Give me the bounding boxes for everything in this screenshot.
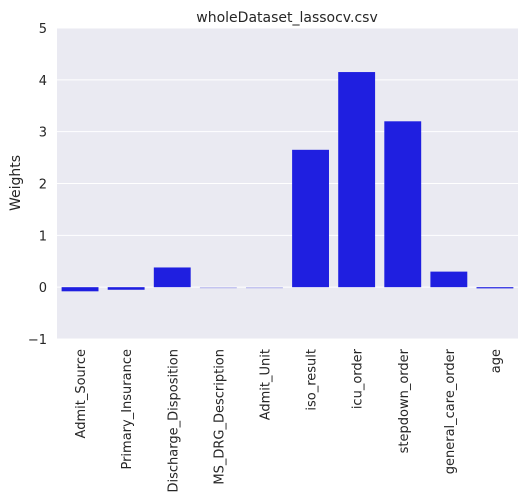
bar-admit-unit [246,287,283,289]
x-tick-labels: Admit_Source Primary_Insurance Discharge_D… [74,348,504,492]
bar-discharge-disposition [153,267,191,288]
x-tick-label-stepdown-order: stepdown_order [397,348,412,453]
chart-title: wholeDataset_lassocv.csv [196,10,377,26]
bar-primary-insurance [107,287,145,290]
bar-icu-order [338,72,376,288]
x-tick-label-primary-insurance: Primary_Insurance [120,349,135,470]
y-tick-label: 0 [39,281,47,296]
x-tick-label-admit-source: Admit_Source [74,349,89,438]
x-tick-label-age: age [489,349,504,373]
x-tick-label-ms-drg-description: MS_DRG_Description [212,349,227,485]
bar-iso-result [292,149,329,288]
x-tick-label-discharge-disposition: Discharge_Disposition [166,349,181,493]
y-axis-label: Weights [8,155,24,211]
bars [61,72,514,292]
y-tick-labels: −1 0 1 2 3 4 5 [28,22,47,348]
bar-general-care-order [430,271,468,288]
bar-age [476,287,514,289]
bar-stepdown-order [384,121,422,288]
x-tick-label-general-care-order: general_care_order [443,348,458,474]
y-tick-label: 2 [39,178,47,193]
y-tick-label: 5 [39,22,47,37]
bar-admit-source [61,287,99,292]
x-tick-label-icu-order: icu_order [351,348,366,409]
bar-ms-drg-description [199,287,237,289]
y-tick-label: −1 [28,333,47,348]
y-tick-label: 4 [39,74,47,89]
y-tick-label: 3 [39,126,47,141]
x-tick-label-iso-result: iso_result [305,349,320,411]
x-tick-label-admit-unit: Admit_Unit [258,349,273,420]
y-tick-label: 1 [39,229,47,244]
